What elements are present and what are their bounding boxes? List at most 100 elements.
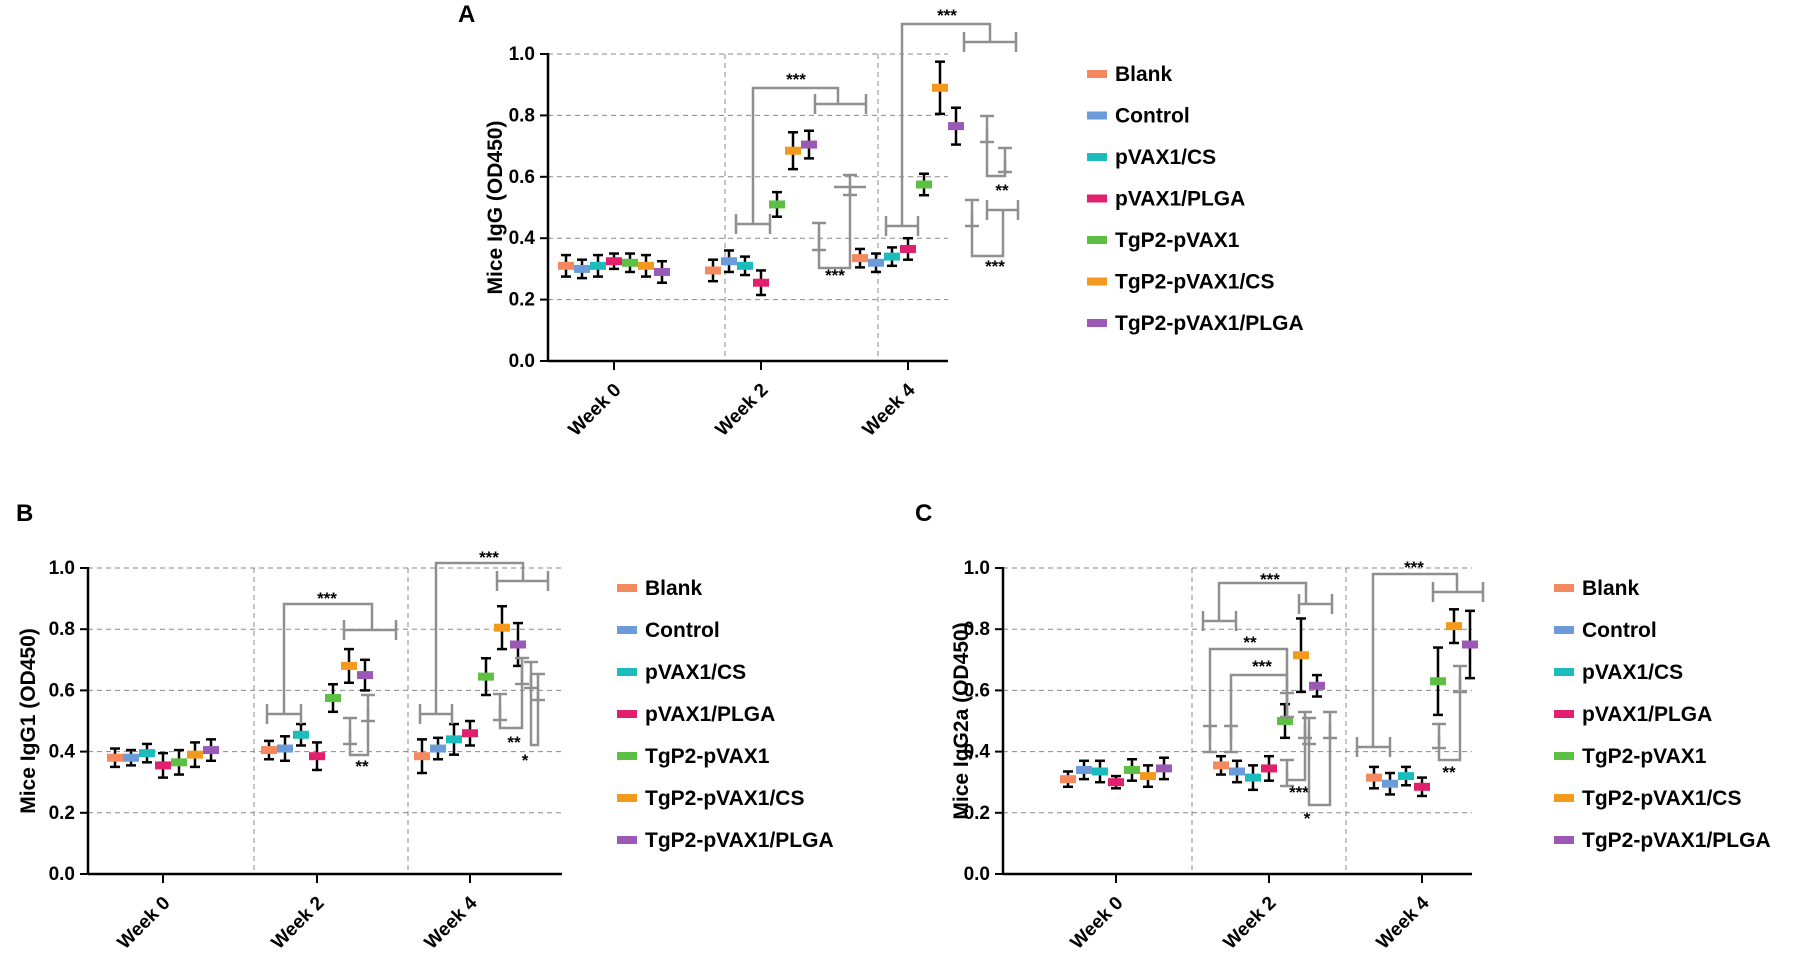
- significance-label: ***: [1260, 570, 1280, 589]
- legend-label: Blank: [1582, 577, 1640, 600]
- y-tick-label: 0.8: [964, 619, 990, 640]
- brackets-a: **************: [734, 6, 1020, 285]
- legend-swatch: [1554, 836, 1574, 844]
- data-point: [753, 278, 769, 287]
- data-point: [357, 671, 373, 680]
- data-point: [478, 672, 494, 681]
- y-tick-label: 0.6: [509, 167, 535, 188]
- panel-letter: B: [16, 500, 33, 527]
- legend-label: Blank: [645, 577, 703, 600]
- data-point: [446, 735, 462, 744]
- y-tick-label: 1.0: [49, 558, 75, 579]
- significance-label: ***: [1252, 657, 1272, 676]
- y-tick-label: 0.8: [509, 105, 535, 126]
- significance-bracket: [1229, 673, 1289, 739]
- x-tick-label: Week 0: [114, 893, 175, 954]
- significance-bracket: [900, 22, 992, 226]
- data-point: [1213, 761, 1229, 770]
- significance-bracket: [1437, 678, 1462, 762]
- data-point: [884, 252, 900, 261]
- y-tick-label: 0.2: [509, 290, 535, 311]
- significance-bracket: [751, 86, 840, 224]
- significance-bracket: [817, 187, 852, 270]
- data-point: [1462, 640, 1478, 649]
- data-point: [494, 623, 510, 632]
- data-point: [277, 744, 293, 753]
- significance-bracket: [1285, 724, 1307, 782]
- legend-swatch: [1554, 626, 1574, 634]
- legend-label: TgP2-pVAX1/PLGA: [1582, 829, 1771, 852]
- data-point: [293, 730, 309, 739]
- x-tick-label: Week 4: [421, 892, 482, 953]
- y-axis-title: Mice IgG1 (OD450): [17, 628, 40, 814]
- significance-label: ***: [825, 266, 845, 285]
- legend-swatch: [617, 836, 637, 844]
- data-point: [1092, 767, 1108, 776]
- x-tick-label: Week 2: [268, 893, 329, 954]
- data-point: [510, 640, 526, 649]
- legend-swatch: [617, 710, 637, 718]
- legend-swatch: [617, 668, 637, 676]
- y-tick-label: 0.0: [964, 864, 990, 885]
- data-point: [801, 140, 817, 149]
- legend-label: TgP2-pVAX1/CS: [1582, 787, 1741, 810]
- significance-label: **: [995, 181, 1009, 200]
- data-point: [261, 746, 277, 755]
- data-point: [737, 261, 753, 270]
- data-point: [1060, 775, 1076, 784]
- significance-label: ***: [1289, 783, 1309, 802]
- panel-a: A 0.0 0.2 0.4 0.6 0.8 1.0 Week 0 Week 2 Week 4 Mic…: [458, 1, 1304, 441]
- x-tick-label: Week 0: [565, 380, 626, 441]
- legend-swatch: [1554, 752, 1574, 760]
- significance-label: ***: [1404, 558, 1424, 577]
- legend-label: pVAX1/CS: [1115, 146, 1216, 169]
- data-point: [1277, 717, 1293, 725]
- legend-swatch: [1087, 70, 1107, 78]
- y-tick-label: 1.0: [964, 558, 990, 579]
- y-tick-label: 1.0: [509, 44, 535, 65]
- legend-label: TgP2-pVAX1/CS: [1115, 271, 1274, 294]
- legend-label: pVAX1/CS: [1582, 661, 1683, 684]
- significance-bracket: [970, 210, 1005, 258]
- legend-swatch: [617, 752, 637, 760]
- data-point: [309, 752, 325, 761]
- legend-swatch: [1087, 277, 1107, 286]
- legend-label: Control: [1115, 105, 1190, 128]
- data-point: [1124, 765, 1140, 774]
- y-tick-label: 0.6: [964, 680, 990, 701]
- significance-bracket: [1307, 724, 1332, 807]
- data-point: [187, 750, 203, 759]
- data-point: [430, 744, 446, 753]
- data-point: [916, 180, 932, 189]
- legend-label: pVAX1/PLGA: [1582, 703, 1712, 726]
- significance-bracket: [1208, 647, 1289, 739]
- significance-bracket: [1217, 581, 1308, 621]
- legend-swatch: [1554, 710, 1574, 718]
- legend-label: TgP2-pVAX1: [1582, 745, 1707, 768]
- data-point: [785, 146, 801, 155]
- legend-label: TgP2-pVAX1/PLGA: [1115, 312, 1304, 335]
- data-point: [558, 261, 574, 270]
- significance-bracket: [434, 561, 525, 714]
- data-point: [705, 266, 721, 275]
- data-point: [171, 758, 187, 767]
- data-point: [948, 122, 964, 131]
- data-point: [654, 267, 670, 276]
- y-tick-label: 0.0: [509, 351, 535, 372]
- data-point: [123, 753, 139, 762]
- data-point: [1245, 773, 1261, 782]
- y-tick-label: 0.6: [49, 680, 75, 701]
- y-tick-label: 0.4: [964, 742, 991, 763]
- data-point: [1366, 773, 1382, 782]
- data-point: [1293, 651, 1309, 660]
- significance-label: *: [1304, 809, 1311, 828]
- legend-swatch: [1087, 153, 1107, 161]
- significance-bracket: [498, 670, 524, 730]
- significance-bracket: [529, 675, 540, 747]
- significance-label: ***: [786, 70, 806, 89]
- data-point: [769, 200, 785, 209]
- significance-bracket: [348, 708, 370, 757]
- y-tick-label: 0.4: [49, 742, 76, 763]
- legend-swatch: [1087, 111, 1107, 120]
- significance-label: ***: [317, 589, 337, 608]
